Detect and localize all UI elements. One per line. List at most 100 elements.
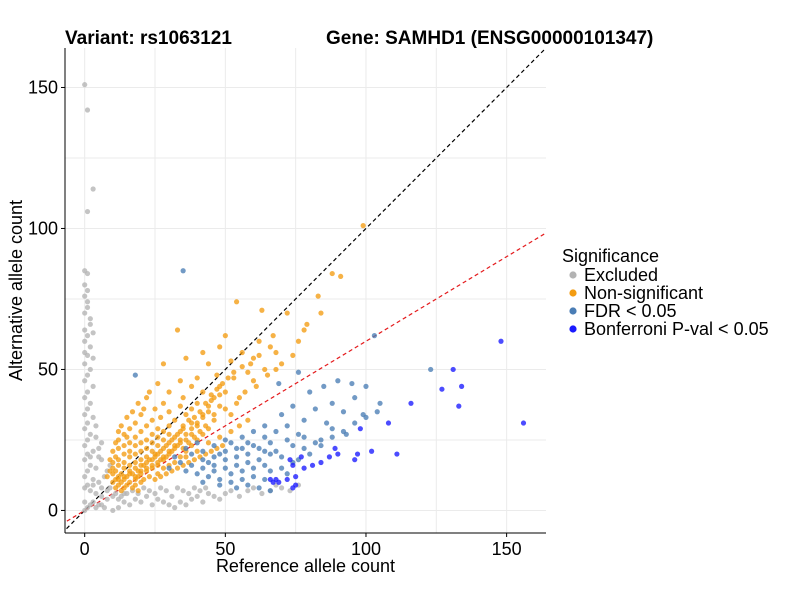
point-non-significant bbox=[191, 434, 197, 440]
legend: Significance ExcludedNon-significantFDR … bbox=[562, 246, 769, 339]
point-fdr-0-05 bbox=[200, 448, 206, 454]
point-excluded bbox=[87, 321, 93, 327]
point-excluded bbox=[236, 493, 242, 499]
point-excluded bbox=[197, 488, 203, 494]
point-non-significant bbox=[203, 400, 209, 406]
point-excluded bbox=[90, 186, 96, 192]
point-fdr-0-05 bbox=[284, 471, 290, 477]
point-non-significant bbox=[233, 299, 240, 305]
point-non-significant bbox=[256, 338, 262, 344]
y-axis-label: Alternative allele count bbox=[6, 200, 26, 381]
point-excluded bbox=[84, 437, 91, 443]
point-fdr-0-05 bbox=[273, 428, 279, 435]
point-non-significant bbox=[166, 423, 172, 429]
y-tick-label: 50 bbox=[38, 359, 58, 379]
point-non-significant bbox=[183, 454, 189, 460]
point-excluded bbox=[217, 496, 223, 502]
point-fdr-0-05 bbox=[245, 440, 251, 446]
point-excluded bbox=[82, 327, 88, 333]
point-fdr-0-05 bbox=[312, 406, 318, 412]
point-fdr-0-05 bbox=[211, 442, 217, 449]
point-non-significant bbox=[155, 459, 161, 466]
point-excluded bbox=[180, 488, 186, 494]
point-non-significant bbox=[200, 349, 206, 356]
point-non-significant bbox=[329, 270, 335, 277]
title-right: Gene: SAMHD1 (ENSG00000101347) bbox=[326, 28, 653, 49]
point-non-significant bbox=[107, 468, 113, 474]
point-non-significant bbox=[262, 366, 268, 373]
point-bonferroni-p-val-0-05 bbox=[385, 420, 392, 426]
point-non-significant bbox=[129, 485, 136, 491]
point-non-significant bbox=[115, 457, 122, 463]
point-non-significant bbox=[160, 465, 167, 471]
point-non-significant bbox=[132, 474, 138, 480]
point-fdr-0-05 bbox=[222, 457, 228, 463]
point-non-significant bbox=[236, 423, 242, 429]
point-fdr-0-05 bbox=[256, 457, 262, 463]
point-non-significant bbox=[200, 389, 206, 395]
point-non-significant bbox=[115, 462, 122, 468]
point-non-significant bbox=[149, 462, 155, 468]
point-non-significant bbox=[183, 411, 189, 418]
point-fdr-0-05 bbox=[295, 431, 302, 437]
point-bonferroni-p-val-0-05 bbox=[456, 403, 462, 409]
point-non-significant bbox=[166, 431, 172, 437]
point-excluded bbox=[278, 485, 285, 491]
point-non-significant bbox=[188, 406, 195, 412]
legend-marker bbox=[569, 271, 577, 279]
point-non-significant bbox=[222, 333, 228, 339]
point-fdr-0-05 bbox=[340, 409, 347, 415]
point-non-significant bbox=[132, 434, 138, 440]
point-excluded bbox=[98, 502, 105, 508]
point-excluded bbox=[191, 485, 197, 491]
point-fdr-0-05 bbox=[166, 465, 172, 471]
point-non-significant bbox=[172, 442, 178, 449]
point-bonferroni-p-val-0-05 bbox=[369, 448, 375, 454]
point-fdr-0-05 bbox=[177, 459, 183, 466]
point-bonferroni-p-val-0-05 bbox=[290, 485, 296, 491]
point-excluded bbox=[84, 372, 91, 378]
point-non-significant bbox=[172, 417, 178, 423]
point-fdr-0-05 bbox=[290, 403, 296, 409]
point-excluded bbox=[82, 411, 88, 418]
point-excluded bbox=[93, 465, 99, 471]
point-non-significant bbox=[138, 479, 144, 485]
point-bonferroni-p-val-0-05 bbox=[394, 451, 400, 457]
point-bonferroni-p-val-0-05 bbox=[332, 445, 338, 452]
point-excluded bbox=[183, 502, 189, 508]
point-non-significant bbox=[222, 389, 228, 395]
point-bonferroni-p-val-0-05 bbox=[298, 454, 304, 460]
point-excluded bbox=[84, 333, 91, 339]
point-non-significant bbox=[290, 352, 296, 358]
point-excluded bbox=[155, 496, 161, 502]
point-fdr-0-05 bbox=[323, 420, 330, 426]
point-excluded bbox=[228, 488, 234, 494]
point-non-significant bbox=[107, 457, 113, 463]
point-fdr-0-05 bbox=[262, 423, 268, 429]
point-non-significant bbox=[177, 403, 183, 409]
point-excluded bbox=[259, 490, 265, 497]
legend-marker bbox=[569, 307, 577, 315]
point-fdr-0-05 bbox=[239, 434, 245, 440]
point-excluded bbox=[200, 499, 206, 505]
point-non-significant bbox=[228, 358, 234, 364]
grid-lines bbox=[65, 48, 546, 533]
point-non-significant bbox=[186, 440, 192, 446]
point-non-significant bbox=[256, 352, 262, 358]
point-non-significant bbox=[217, 344, 223, 350]
x-tick-label: 100 bbox=[351, 539, 381, 559]
point-non-significant bbox=[132, 420, 138, 426]
point-fdr-0-05 bbox=[262, 434, 268, 440]
point-fdr-0-05 bbox=[329, 426, 335, 432]
point-excluded bbox=[160, 499, 167, 505]
point-non-significant bbox=[295, 338, 302, 344]
point-excluded bbox=[245, 488, 251, 494]
point-excluded bbox=[82, 361, 88, 367]
point-excluded bbox=[98, 485, 105, 491]
point-excluded bbox=[84, 107, 91, 113]
point-non-significant bbox=[152, 476, 158, 483]
point-non-significant bbox=[152, 406, 158, 412]
point-non-significant bbox=[253, 383, 259, 389]
point-bonferroni-p-val-0-05 bbox=[498, 338, 504, 344]
